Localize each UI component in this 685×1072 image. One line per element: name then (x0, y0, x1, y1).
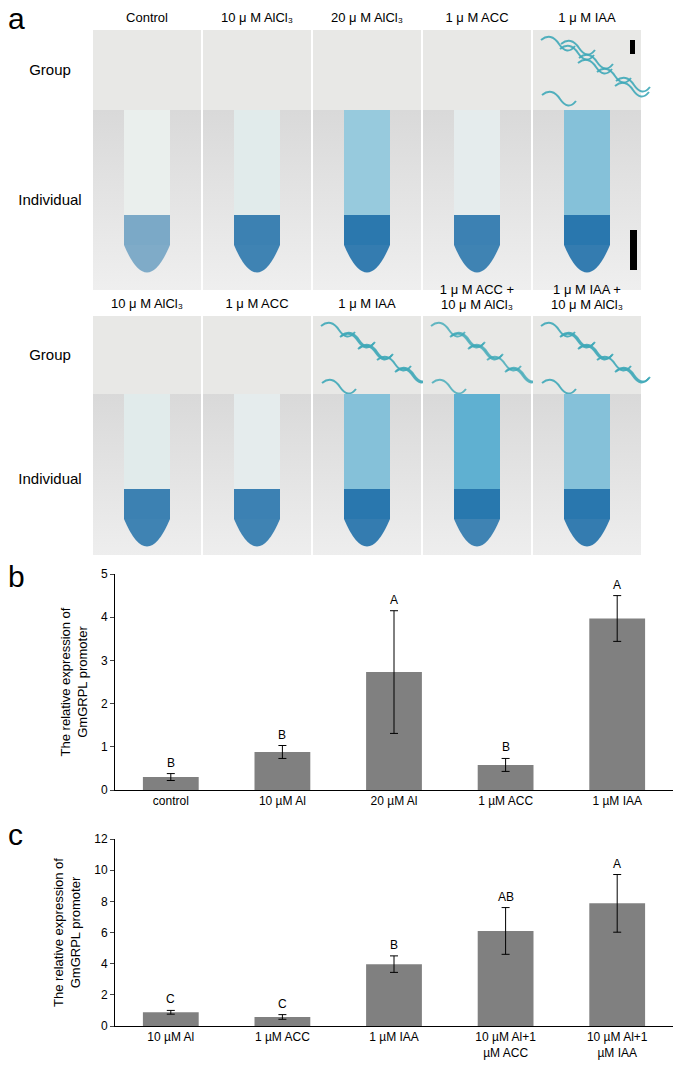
svg-text:8: 8 (101, 895, 108, 909)
svg-text:1 μ M ACC: 1 μ M ACC (445, 10, 508, 25)
svg-text:1 μ M ACC +10 μ M AlCl₃: 1 μ M ACC +10 μ M AlCl₃ (440, 282, 514, 311)
svg-text:B: B (167, 756, 175, 770)
svg-text:10 µM Al+1µM ACC: 10 µM Al+1µM ACC (475, 1030, 536, 1060)
svg-text:10 μ M AlCl₃: 10 μ M AlCl₃ (221, 10, 293, 25)
svg-text:control: control (153, 794, 189, 808)
svg-text:B: B (390, 938, 398, 952)
svg-text:10 µM Al+1µM IAA: 10 µM Al+1µM IAA (587, 1030, 648, 1060)
svg-text:10 µM Al: 10 µM Al (259, 794, 306, 808)
svg-text:0: 0 (101, 783, 108, 797)
svg-text:12: 12 (94, 832, 108, 846)
svg-text:Individual: Individual (18, 470, 81, 487)
svg-text:A: A (613, 857, 621, 871)
html-text:c: c (8, 818, 23, 851)
svg-text:2: 2 (101, 697, 108, 711)
svg-text:B: B (502, 740, 510, 754)
svg-text:B: B (278, 728, 286, 742)
svg-text:4: 4 (101, 957, 108, 971)
svg-text:0: 0 (101, 1019, 108, 1033)
svg-text:2: 2 (101, 988, 108, 1002)
svg-text:5: 5 (101, 567, 108, 581)
svg-text:20 µM Al: 20 µM Al (371, 794, 418, 808)
svg-text:1 µM IAA: 1 µM IAA (592, 794, 642, 808)
svg-text:3: 3 (101, 654, 108, 668)
svg-text:A: A (390, 593, 398, 607)
html-text:a: a (8, 2, 25, 35)
svg-text:A: A (613, 578, 621, 592)
svg-text:10 µM Al: 10 µM Al (147, 1030, 194, 1044)
svg-text:1 μ M IAA +10 μ M AlCl₃: 1 μ M IAA +10 μ M AlCl₃ (551, 282, 623, 311)
svg-text:Group: Group (29, 61, 71, 78)
svg-text:1 µM ACC: 1 µM ACC (478, 794, 533, 808)
svg-text:20 μ M AlCl₃: 20 μ M AlCl₃ (331, 10, 403, 25)
svg-text:Group: Group (29, 346, 71, 363)
svg-text:C: C (278, 997, 287, 1011)
html-text:b: b (8, 560, 25, 593)
svg-text:4: 4 (101, 610, 108, 624)
svg-text:1: 1 (101, 740, 108, 754)
svg-text:Individual: Individual (18, 191, 81, 208)
svg-text:The relative expression ofGmGR: The relative expression ofGmGRPL promote… (51, 858, 83, 1007)
svg-text:6: 6 (101, 926, 108, 940)
svg-text:1 µM ACC: 1 µM ACC (255, 1030, 310, 1044)
svg-text:Control: Control (126, 10, 168, 25)
svg-text:C: C (166, 992, 175, 1006)
svg-text:10: 10 (94, 863, 108, 877)
svg-text:1 µM IAA: 1 µM IAA (369, 1030, 419, 1044)
svg-text:1 μ M ACC: 1 μ M ACC (225, 296, 288, 311)
svg-text:AB: AB (498, 890, 514, 904)
svg-text:The relative expression ofGmGR: The relative expression ofGmGRPL promote… (58, 607, 90, 756)
svg-text:1 μ M IAA: 1 μ M IAA (338, 296, 396, 311)
svg-text:10 μ M AlCl₃: 10 μ M AlCl₃ (111, 296, 183, 311)
svg-text:1 μ M IAA: 1 μ M IAA (558, 10, 616, 25)
